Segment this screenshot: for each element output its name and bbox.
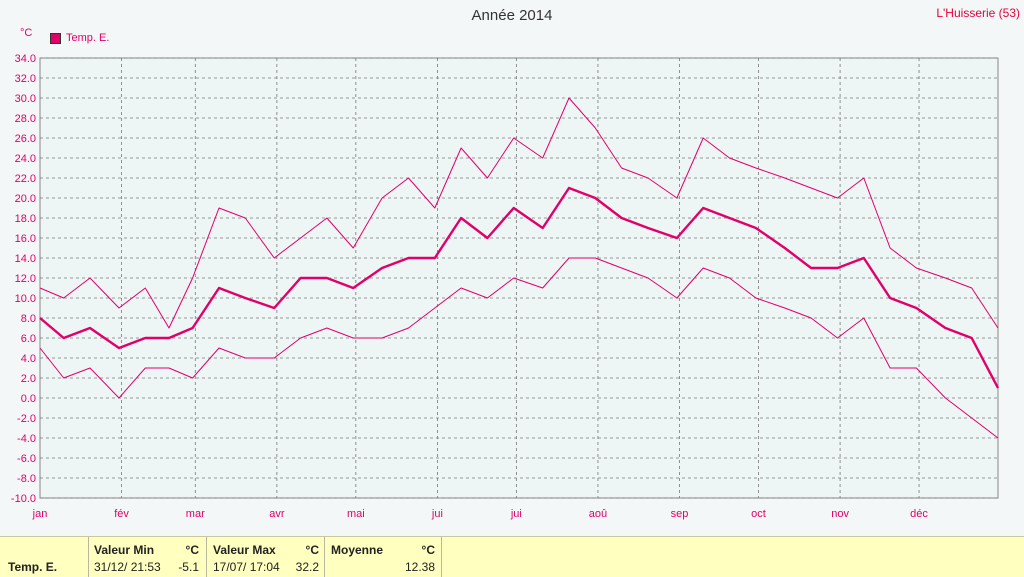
stats-max-block: Valeur Max °C 17/07/ 17:04 32.2 — [206, 537, 325, 577]
station-name: L'Huisserie (53) — [936, 6, 1020, 20]
x-tick-label: sep — [671, 508, 689, 520]
stats-max-value: 32.2 — [295, 560, 319, 574]
series-line-max — [39, 97, 999, 329]
y-tick-label: 18.0 — [15, 213, 36, 225]
stats-series-name: Temp. E. — [8, 560, 58, 574]
stats-min-block: Valeur Min °C 31/12/ 21:53 -5.1 — [88, 537, 207, 577]
y-tick-label: 16.0 — [15, 233, 36, 245]
stats-max-unit: °C — [305, 543, 319, 557]
x-tick-label: mai — [347, 508, 365, 520]
series-line-mean — [39, 186, 1000, 389]
y-tick-label: 20.0 — [15, 193, 36, 205]
y-tick-label: 10.0 — [15, 293, 36, 305]
series-lines — [39, 97, 1000, 439]
stats-avg-header: Moyenne — [331, 543, 384, 557]
legend-swatch — [50, 32, 61, 44]
stats-bar: Temp. E. Valeur Min °C 31/12/ 21:53 -5.1… — [0, 536, 1024, 577]
x-tick-label: mar — [186, 508, 205, 520]
stats-avg-unit: °C — [421, 543, 435, 557]
y-tick-label: 30.0 — [15, 93, 36, 105]
x-tick-label: jan — [32, 508, 48, 520]
stats-min-date: 31/12/ 21:53 — [94, 560, 161, 574]
stats-max-header: Valeur Max — [213, 543, 276, 557]
x-tick-label: aoû — [589, 508, 607, 520]
series-line-min — [39, 257, 999, 439]
x-tick-label: jui — [510, 508, 522, 520]
stats-min-header: Valeur Min — [94, 543, 155, 557]
y-tick-label: 0.0 — [21, 393, 36, 405]
grid-lines — [40, 57, 998, 499]
stats-avg-block: Moyenne °C 12.38 — [324, 537, 442, 577]
y-tick-label: -10.0 — [11, 493, 36, 505]
y-tick-label: 12.0 — [15, 273, 36, 285]
legend-label: Temp. E. — [66, 32, 110, 44]
y-tick-label: 24.0 — [15, 153, 36, 165]
y-tick-label: 28.0 — [15, 113, 36, 125]
y-tick-labels: 34.0 32.0 30.0 28.0 26.0 24.0 22.0 20.0 18.0 16.0… — [11, 53, 36, 505]
y-tick-label: -4.0 — [17, 433, 36, 445]
stats-min-unit: °C — [185, 543, 199, 557]
y-tick-label: -8.0 — [17, 473, 36, 485]
x-tick-label: déc — [910, 508, 928, 520]
stats-max-date: 17/07/ 17:04 — [213, 560, 280, 574]
x-tick-label: avr — [269, 508, 285, 520]
y-tick-label: -6.0 — [17, 453, 36, 465]
y-tick-label: 8.0 — [21, 313, 36, 325]
y-tick-label: 2.0 — [21, 373, 36, 385]
y-tick-label: 26.0 — [15, 133, 36, 145]
y-tick-label: 22.0 — [15, 173, 36, 185]
plot-area — [39, 57, 999, 499]
y-tick-label: 32.0 — [15, 73, 36, 85]
x-tick-label: jui — [431, 508, 443, 520]
y-tick-label: 6.0 — [21, 333, 36, 345]
y-axis-unit: °C — [20, 27, 33, 39]
y-tick-label: 4.0 — [21, 353, 36, 365]
temperature-chart: 34.0 32.0 30.0 28.0 26.0 24.0 22.0 20.0 18.0 16.0… — [11, 53, 1000, 520]
chart-title: Année 2014 — [471, 7, 553, 24]
legend: Temp. E. — [50, 32, 109, 44]
stats-avg-value: 12.38 — [404, 560, 435, 574]
y-tick-label: 34.0 — [15, 53, 36, 65]
x-tick-label: nov — [831, 508, 849, 520]
stats-min-value: -5.1 — [178, 560, 199, 574]
y-tick-label: -2.0 — [17, 413, 36, 425]
x-tick-label: oct — [751, 508, 766, 520]
x-tick-labels: jan fév mar avr mai jui jui aoû sep oct nov déc — [32, 508, 929, 520]
x-tick-label: fév — [114, 508, 129, 520]
y-tick-label: 14.0 — [15, 253, 36, 265]
